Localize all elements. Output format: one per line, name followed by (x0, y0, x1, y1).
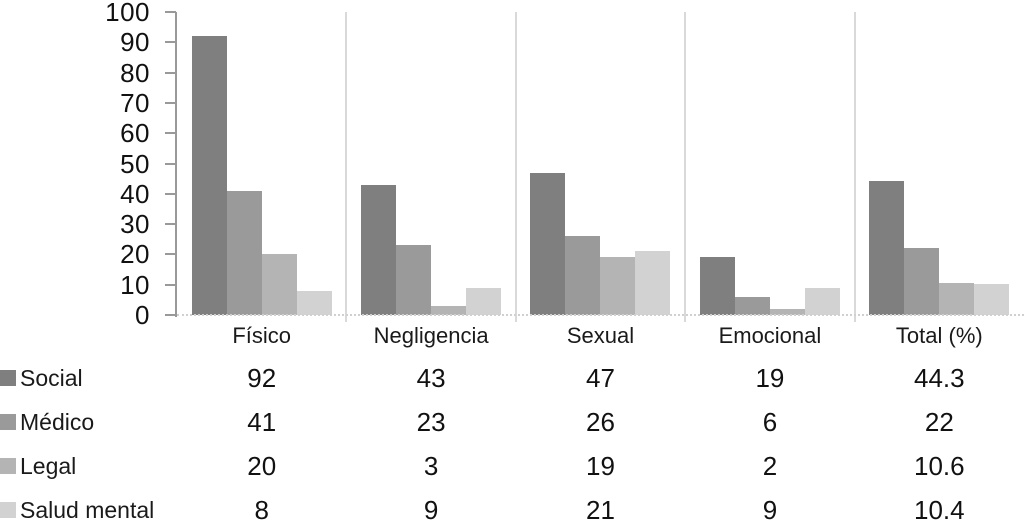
y-tick-label: 20 (120, 239, 150, 270)
value-cell: 2 (762, 451, 778, 481)
legend-swatch-icon (0, 502, 16, 518)
series-name: Social (20, 365, 83, 391)
group-separator-line (684, 12, 687, 322)
x-axis-line (177, 314, 1024, 316)
bar-legal (939, 282, 975, 315)
value-cell: 22 (924, 407, 954, 437)
plot-area (177, 12, 1024, 322)
value-cell: 44.3 (914, 363, 965, 393)
bar-salud-mental (635, 251, 671, 315)
value-cell: 3 (423, 451, 439, 481)
x-axis-label: Negligencia (373, 323, 489, 348)
value-cell: 21 (586, 495, 615, 525)
table-row: Legal 20 3 19 2 10.6 (0, 444, 1024, 488)
bar-m-dico (226, 190, 262, 315)
bar-group-sexual (516, 12, 685, 315)
value-cell: 19 (586, 451, 615, 481)
group-separator-line (514, 12, 517, 322)
bar-social (699, 257, 735, 315)
data-table: Social 92 43 47 19 44.3 Médico 41 23 26 6 22 Legal 20… (0, 356, 1024, 530)
value-cell: 10.6 (914, 451, 965, 481)
y-tick-label: 50 (120, 148, 150, 179)
legend-swatch-icon (0, 414, 16, 430)
series-name: Salud mental (20, 497, 155, 523)
bar-group-total- (855, 12, 1024, 315)
bar-m-dico (565, 236, 601, 315)
y-axis-line (175, 12, 177, 317)
value-cell: 6 (762, 407, 778, 437)
value-cell: 9 (762, 495, 778, 525)
y-tick-label: 100 (105, 0, 150, 27)
bar-m-dico (396, 245, 432, 315)
group-separator-line (853, 12, 856, 322)
y-tick-mark (165, 101, 176, 104)
bar-social (361, 184, 397, 315)
legend-cell: Social (0, 365, 177, 391)
y-tick-label: 10 (120, 269, 150, 300)
value-cell: 41 (247, 407, 277, 437)
table-row: Salud mental 8 9 21 9 10.4 (0, 488, 1024, 530)
y-tick-label: 90 (120, 27, 150, 58)
legend-cell: Legal (0, 453, 177, 479)
bar-group-f-sico (177, 12, 346, 315)
y-tick-mark (165, 283, 176, 286)
value-cell: 10.4 (914, 495, 965, 525)
bar-chart: 100 90 80 70 60 50 40 30 20 10 0 Físico Negligencia… (105, 0, 1024, 349)
x-axis-label: Físico (232, 323, 292, 348)
y-tick-mark (165, 41, 176, 44)
bar-legal (431, 305, 467, 315)
bar-m-dico (734, 296, 770, 315)
table-row: Médico 41 23 26 6 22 (0, 400, 1024, 444)
y-tick-label: 40 (120, 178, 150, 209)
x-axis-label: Sexual (566, 323, 635, 348)
x-axis-label: Emocional (718, 323, 822, 348)
y-tick-mark (165, 223, 176, 226)
y-tick-mark (165, 132, 176, 135)
bar-m-dico (904, 248, 940, 315)
series-name: Médico (20, 409, 95, 435)
value-cell: 47 (586, 363, 615, 393)
bar-salud-mental (466, 287, 502, 315)
legend-cell: Médico (0, 409, 177, 435)
legend-cell: Salud mental (0, 497, 177, 523)
bar-salud-mental (296, 290, 332, 315)
bar-social (530, 172, 566, 315)
bar-legal (769, 308, 805, 315)
value-cell: 23 (416, 407, 446, 437)
x-axis-label: Total (%) (895, 323, 983, 348)
legend-swatch-icon (0, 370, 16, 386)
y-tick-label: 30 (120, 209, 150, 240)
bar-legal (600, 257, 636, 315)
bar-group-emocional (685, 12, 854, 315)
series-name: Legal (20, 453, 77, 479)
y-tick-mark (165, 162, 176, 165)
value-cell: 20 (247, 451, 277, 481)
y-tick-label: 0 (135, 300, 150, 330)
value-cell: 43 (416, 363, 446, 393)
value-cell: 19 (755, 363, 785, 393)
table-row: Social 92 43 47 19 44.3 (0, 356, 1024, 400)
bar-social (191, 36, 227, 315)
y-tick-mark (165, 314, 176, 316)
group-separator-line (345, 12, 348, 322)
value-cell: 92 (247, 363, 277, 393)
y-tick-label: 60 (120, 118, 150, 149)
bar-salud-mental (974, 283, 1010, 315)
y-tick-label: 80 (120, 57, 150, 88)
y-tick-mark (165, 253, 176, 256)
x-axis-labels: Físico Negligencia Sexual Emocional Total (%… (177, 323, 1024, 349)
y-tick-mark (165, 192, 176, 195)
legend-swatch-icon (0, 458, 16, 474)
bar-salud-mental (804, 287, 840, 315)
y-tick-label: 70 (120, 87, 150, 118)
bar-group-negligencia (346, 12, 515, 315)
value-cell: 9 (423, 495, 439, 525)
y-tick-mark (165, 11, 176, 13)
bar-social (869, 180, 905, 315)
y-tick-mark (165, 71, 176, 74)
bar-legal (261, 254, 297, 315)
value-cell: 26 (586, 407, 615, 437)
value-cell: 8 (254, 495, 269, 525)
